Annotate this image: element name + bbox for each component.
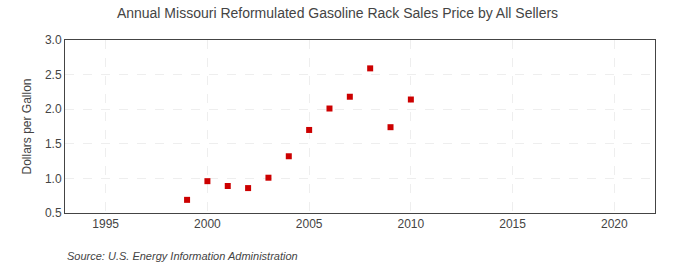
svg-text:2.5: 2.5 [45,68,62,82]
svg-text:1995: 1995 [92,217,119,231]
svg-text:0.5: 0.5 [45,206,62,220]
svg-text:2.0: 2.0 [45,102,62,116]
svg-text:1.0: 1.0 [45,172,62,186]
svg-text:Source: U.S. Energy Informatio: Source: U.S. Energy Information Administ… [67,250,298,262]
svg-text:2015: 2015 [499,217,526,231]
svg-text:Annual Missouri Reformulated G: Annual Missouri Reformulated Gasoline Ra… [117,5,558,21]
svg-text:2005: 2005 [296,217,323,231]
svg-text:1.5: 1.5 [45,137,62,151]
svg-text:2020: 2020 [601,217,628,231]
svg-text:2010: 2010 [398,217,425,231]
svg-text:3.0: 3.0 [45,33,62,47]
svg-text:Dollars per Gallon: Dollars per Gallon [20,78,34,174]
svg-text:2000: 2000 [194,217,221,231]
